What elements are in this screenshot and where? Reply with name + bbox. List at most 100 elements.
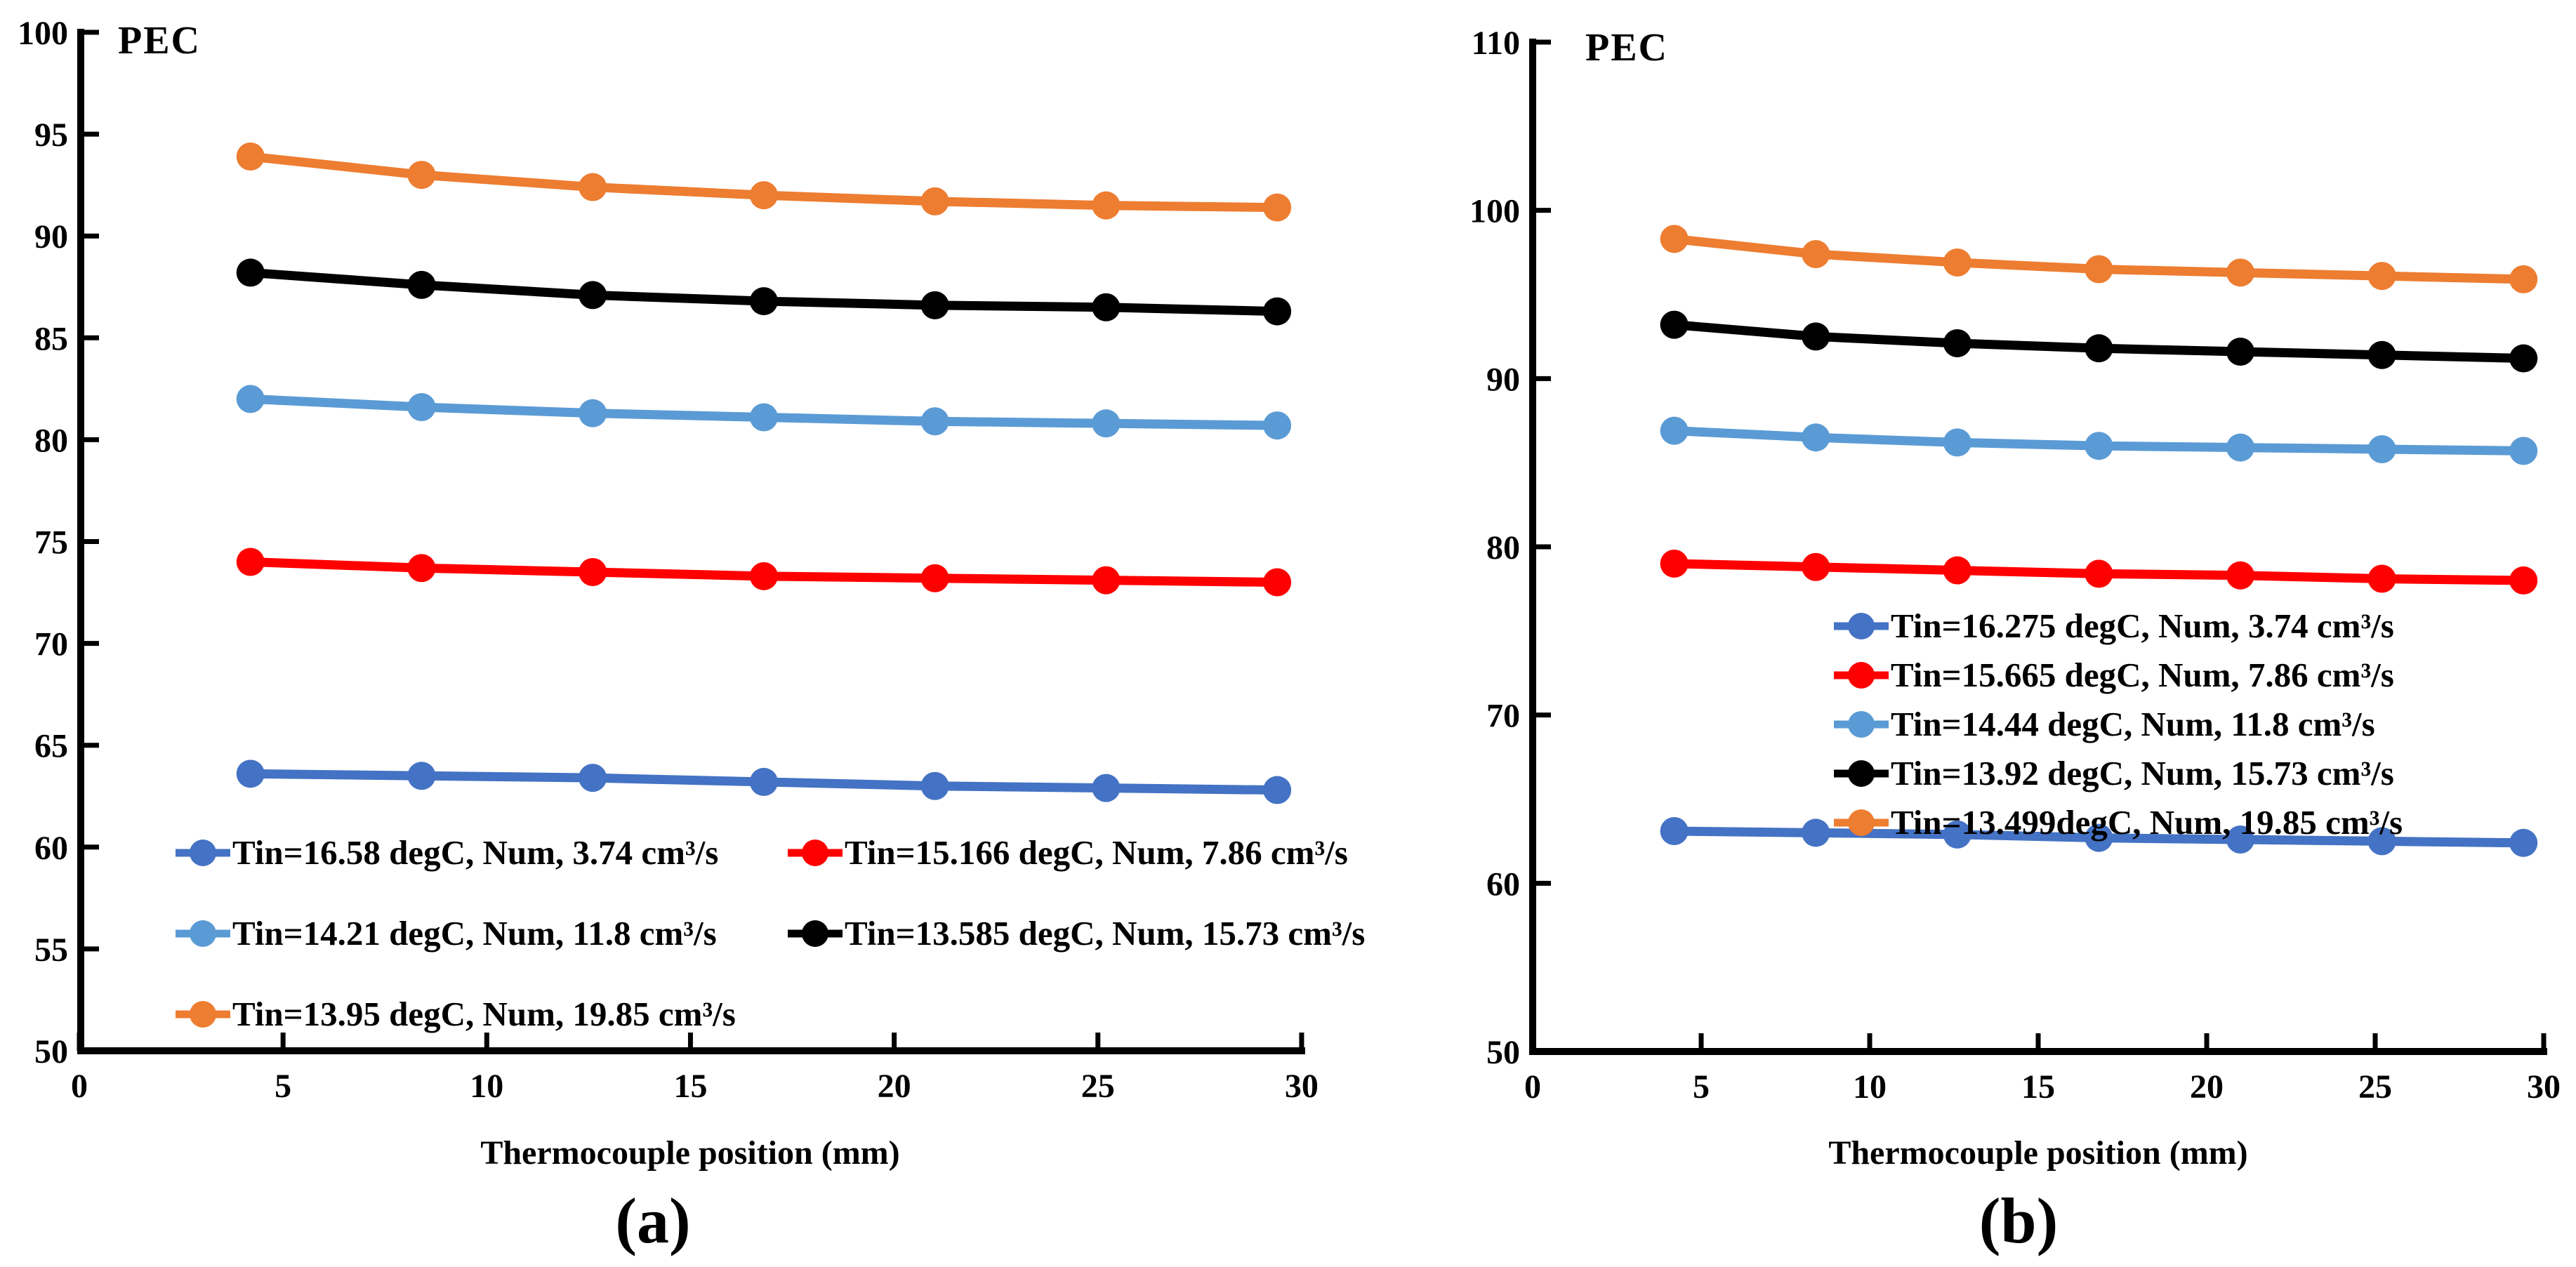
legend-key-icon — [1834, 809, 1889, 836]
data-point-marker — [407, 161, 436, 190]
data-point-marker — [2085, 255, 2113, 284]
legend-item: Tin=13.92 degC, Num, 15.73 cm³/s — [1834, 755, 2394, 792]
data-point-marker — [2367, 340, 2396, 369]
y-tick-label: 65 — [34, 728, 68, 765]
data-point-marker — [1943, 329, 1971, 357]
legend-item-label: Tin=13.92 degC, Num, 15.73 cm³/s — [1891, 754, 2394, 792]
x-tick-label: 0 — [71, 1068, 88, 1105]
data-point-marker — [1660, 225, 1689, 253]
data-point-marker — [920, 407, 949, 436]
legend-item-label: Tin=15.166 degC, Num, 7.86 cm³/s — [845, 833, 1348, 872]
data-point-marker — [579, 399, 607, 427]
x-tick-label: 30 — [2527, 1068, 2561, 1106]
data-point-marker — [1263, 297, 1292, 326]
data-point-marker — [2509, 566, 2538, 595]
y-tick-label: 75 — [34, 524, 68, 562]
legend-item: Tin=15.166 degC, Num, 7.86 cm³/s — [788, 834, 1348, 872]
x-tick-label: 25 — [1081, 1068, 1115, 1105]
data-point-marker — [1660, 416, 1689, 445]
legend-key-icon — [788, 920, 843, 947]
data-point-marker — [1263, 411, 1292, 440]
data-point-marker — [236, 548, 265, 576]
legend-item-label: Tin=14.21 degC, Num, 11.8 cm³/s — [232, 914, 717, 953]
y-tick-label: 80 — [34, 422, 68, 459]
figure-caption-a: (a) — [615, 1185, 691, 1256]
data-point-marker — [2085, 559, 2113, 588]
legend-item: Tin=13.95 degC, Num, 19.85 cm³/s — [176, 995, 736, 1033]
data-point-marker — [1092, 293, 1121, 321]
legend-item: Tin=14.44 degC, Num, 11.8 cm³/s — [1834, 705, 2375, 743]
legend-item: Tin=13.499degC, Num, 19.85 cm³/s — [1834, 804, 2403, 842]
data-point-marker — [1263, 776, 1292, 804]
data-point-marker — [1943, 428, 1971, 457]
data-point-marker — [920, 187, 949, 215]
y-tick-label: 80 — [1486, 529, 1520, 566]
data-point-marker — [236, 258, 265, 287]
legend-item-label: Tin=15.665 degC, Num, 7.86 cm³/s — [1891, 656, 2394, 694]
data-point-marker — [1943, 556, 1971, 585]
x-axis-title: Thermocouple position (mm) — [480, 1134, 899, 1172]
data-point-marker — [749, 403, 778, 432]
figure-caption-b: (b) — [1979, 1185, 2059, 1256]
x-tick-label: 15 — [2021, 1068, 2055, 1106]
data-point-marker — [407, 762, 436, 790]
data-point-marker — [1802, 239, 1830, 268]
x-tick-label: 0 — [1524, 1068, 1541, 1106]
legend-key-icon — [1834, 613, 1889, 639]
x-tick-label: 5 — [275, 1068, 291, 1105]
y-tick-label: 60 — [1486, 865, 1520, 903]
y-tick-label: 90 — [34, 218, 68, 256]
data-point-marker — [2367, 435, 2396, 463]
y-tick-label: 95 — [34, 117, 68, 154]
y-tick-label: 100 — [1469, 193, 1520, 230]
data-point-marker — [407, 392, 436, 421]
data-point-marker — [579, 764, 607, 792]
data-point-marker — [2367, 262, 2396, 291]
x-tick-label: 15 — [673, 1068, 707, 1105]
x-tick-label: 20 — [878, 1068, 911, 1105]
data-point-marker — [2226, 825, 2254, 854]
legend-key-icon — [788, 840, 843, 866]
data-point-marker — [1660, 549, 1689, 578]
data-point-marker — [1092, 409, 1121, 438]
chart-title: PEC — [118, 19, 201, 62]
data-point-marker — [1092, 566, 1121, 595]
legend-item-label: Tin=14.44 degC, Num, 11.8 cm³/s — [1891, 705, 2375, 743]
legend-item-label: Tin=13.585 degC, Num, 15.73 cm³/s — [845, 914, 1366, 953]
x-tick-label: 5 — [1693, 1068, 1710, 1106]
y-tick-label: 100 — [18, 15, 68, 52]
data-point-marker — [749, 767, 778, 796]
legend-item: Tin=15.665 degC, Num, 7.86 cm³/s — [1834, 656, 2394, 694]
data-point-marker — [579, 558, 607, 587]
legend-key-icon — [176, 920, 230, 947]
y-tick-label: 110 — [1472, 25, 1520, 62]
data-point-marker — [749, 287, 778, 316]
data-point-marker — [2367, 564, 2396, 593]
data-point-marker — [1660, 310, 1689, 339]
y-tick-label: 50 — [1486, 1034, 1520, 1071]
data-point-marker — [1802, 818, 1830, 847]
data-point-marker — [407, 270, 436, 299]
data-point-marker — [1802, 552, 1830, 581]
y-tick-label: 60 — [34, 830, 68, 867]
legend-key-icon — [1834, 662, 1889, 689]
legend-item-label: Tin=13.499degC, Num, 19.85 cm³/s — [1891, 803, 2403, 842]
data-point-marker — [2367, 827, 2396, 856]
legend-item-label: Tin=16.58 degC, Num, 3.74 cm³/s — [232, 833, 719, 872]
y-tick-label: 85 — [34, 320, 68, 357]
data-point-marker — [236, 385, 265, 413]
data-point-marker — [1943, 820, 1971, 849]
x-tick-label: 20 — [2190, 1068, 2224, 1106]
data-point-marker — [236, 759, 265, 788]
data-point-marker — [2226, 561, 2254, 590]
y-tick-label: 55 — [34, 931, 68, 969]
data-point-marker — [1943, 248, 1971, 277]
data-point-marker — [579, 173, 607, 201]
legend-key-icon — [1834, 711, 1889, 738]
data-point-marker — [1802, 322, 1830, 351]
chart-a: 50 55 60 65 70 75 80 85 90 95 100 0 5 10 15 20 25 30 PEC Th… — [18, 15, 1319, 1172]
data-point-marker — [749, 562, 778, 590]
